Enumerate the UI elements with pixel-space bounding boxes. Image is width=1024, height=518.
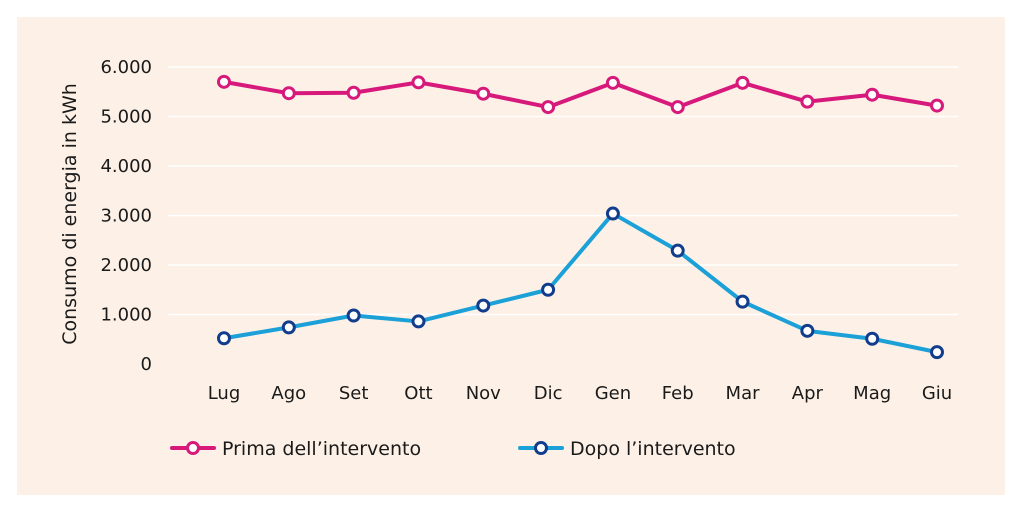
x-tick-label: Gen	[595, 383, 631, 404]
data-point	[541, 100, 556, 115]
y-tick-label: 0	[141, 354, 152, 375]
y-tick-label: 1.000	[100, 305, 152, 326]
data-point	[930, 345, 944, 360]
y-tick-label: 4.000	[100, 156, 152, 177]
data-point	[281, 86, 296, 101]
data-point	[217, 74, 231, 89]
data-point	[217, 331, 231, 346]
y-tick-label: 5.000	[100, 107, 152, 128]
legend-label: Dopo l’intervento	[570, 438, 736, 460]
data-point	[865, 87, 880, 102]
x-tick-label: Set	[339, 383, 369, 404]
data-point	[735, 294, 750, 309]
data-point	[411, 314, 426, 329]
series-1	[217, 74, 944, 115]
data-point	[411, 75, 426, 90]
data-point	[865, 331, 880, 346]
legend-swatch-marker	[186, 441, 200, 455]
x-tick-label: Nov	[466, 383, 501, 404]
data-point	[735, 75, 750, 90]
x-tick-label: Lug	[208, 383, 241, 404]
legend: Prima dell’intervento Dopo l’intervento	[170, 438, 736, 460]
data-point	[346, 308, 361, 323]
legend-swatch-marker	[534, 441, 548, 455]
data-point	[800, 94, 815, 109]
x-tick-label: Giu	[922, 383, 952, 404]
y-tick-label: 2.000	[100, 255, 152, 276]
data-point	[605, 75, 620, 90]
data-point	[605, 206, 620, 221]
x-tick-label: Apr	[792, 383, 824, 404]
x-tick-label: Ago	[271, 383, 306, 404]
data-point	[670, 243, 685, 258]
y-tick-label: 6.000	[100, 57, 152, 78]
data-point	[281, 320, 296, 335]
data-point	[541, 282, 556, 297]
gridlines	[168, 66, 958, 316]
y-axis-ticks: 0 1.000 2.000 3.000 4.000 5.000 6.000	[100, 57, 152, 375]
y-axis-label: Consumo di energia in kWh	[59, 83, 81, 345]
legend-item: Prima dell’intervento	[170, 438, 421, 460]
data-point	[476, 86, 491, 101]
series-line	[222, 211, 939, 355]
data-point	[930, 98, 944, 113]
y-tick-label: 3.000	[100, 206, 152, 227]
series-2	[217, 206, 944, 360]
legend-item: Dopo l’intervento	[518, 438, 736, 460]
x-axis-ticks: Lug Ago Set Ott Nov Dic Gen Feb Mar Apr Mag Giu	[208, 383, 952, 404]
x-tick-label: Feb	[662, 383, 694, 404]
legend-label: Prima dell’intervento	[222, 438, 421, 460]
series-group	[217, 74, 944, 360]
data-point	[346, 85, 361, 100]
x-tick-label: Mar	[726, 383, 761, 404]
data-point	[476, 298, 491, 313]
series-line	[222, 79, 939, 110]
x-tick-label: Dic	[534, 383, 563, 404]
data-point	[800, 323, 815, 338]
x-tick-label: Ott	[404, 383, 432, 404]
data-point	[670, 100, 685, 115]
x-tick-label: Mag	[853, 383, 891, 404]
